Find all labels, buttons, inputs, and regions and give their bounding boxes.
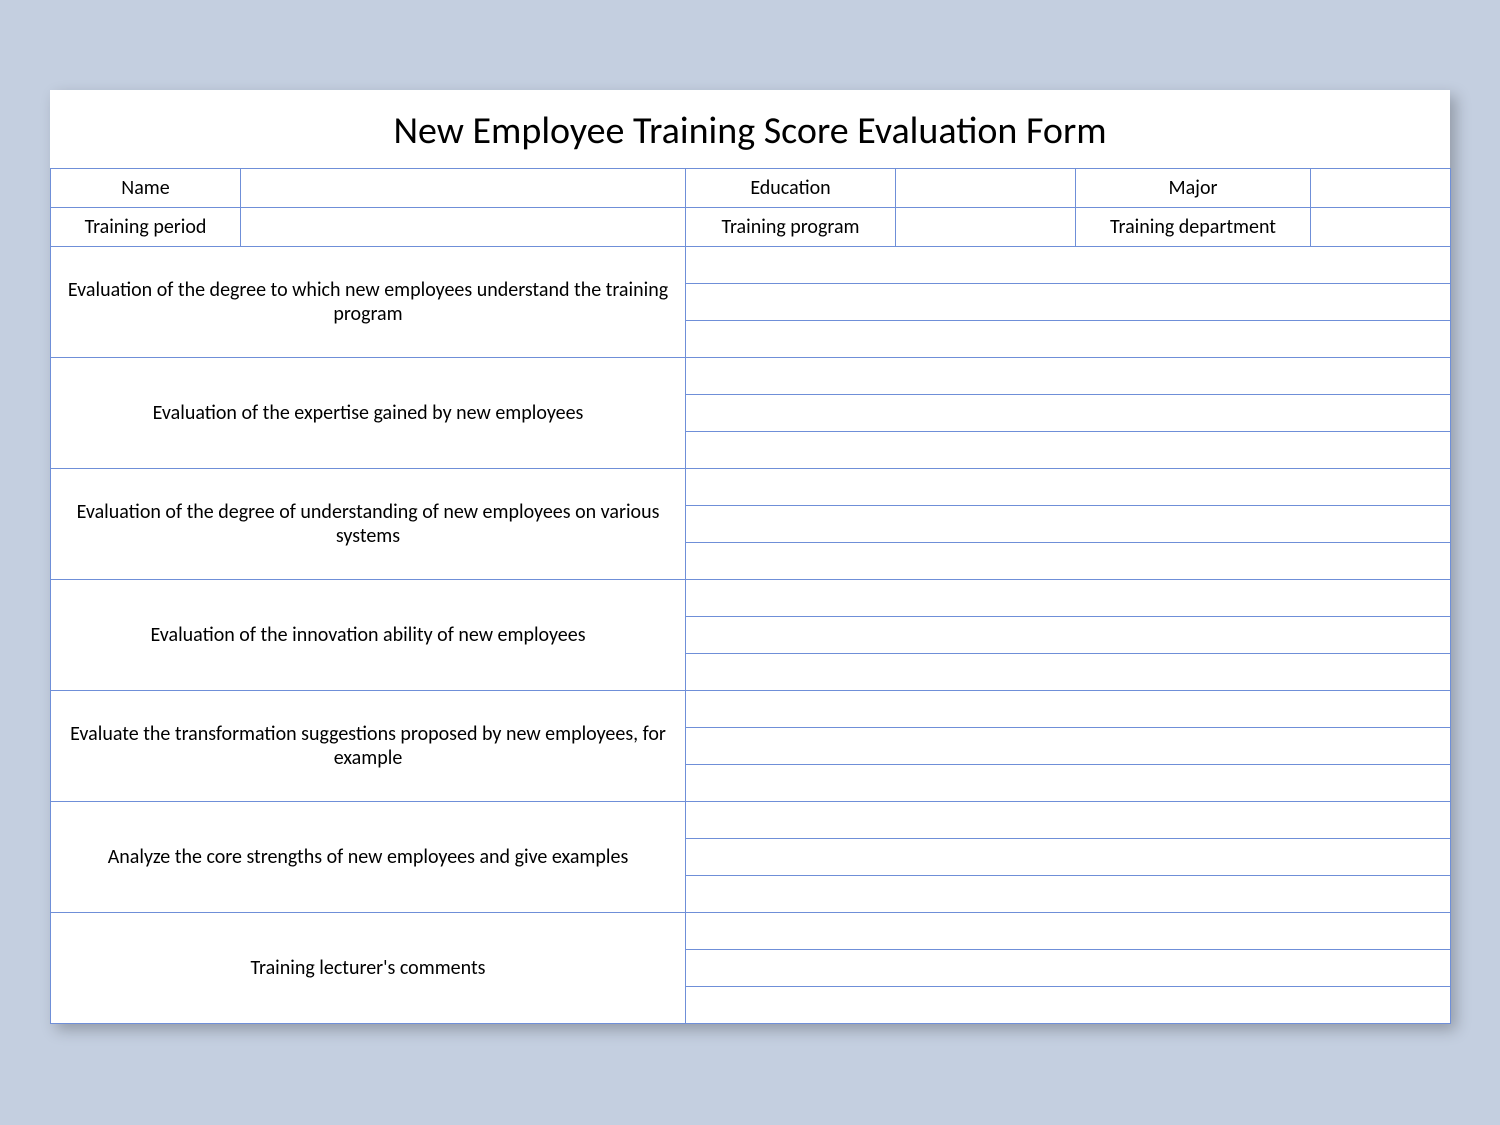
section-line[interactable] bbox=[686, 358, 1451, 395]
field-label: Name bbox=[51, 169, 241, 208]
section-row: Evaluation of the innovation ability of … bbox=[51, 580, 1451, 617]
field-value[interactable] bbox=[241, 208, 686, 247]
section-label: Evaluation of the expertise gained by ne… bbox=[51, 358, 686, 469]
section-row: Evaluation of the expertise gained by ne… bbox=[51, 358, 1451, 395]
section-line[interactable] bbox=[686, 728, 1451, 765]
section-row: Training lecturer's comments bbox=[51, 913, 1451, 950]
field-value[interactable] bbox=[1311, 208, 1451, 247]
section-line[interactable] bbox=[686, 580, 1451, 617]
section-line[interactable] bbox=[686, 506, 1451, 543]
section-row: Evaluation of the degree of understandin… bbox=[51, 469, 1451, 506]
section-line[interactable] bbox=[686, 432, 1451, 469]
form-sheet: New Employee Training Score Evaluation F… bbox=[50, 90, 1450, 1024]
section-label: Evaluate the transformation suggestions … bbox=[51, 691, 686, 802]
section-line[interactable] bbox=[686, 395, 1451, 432]
section-label: Evaluation of the degree to which new em… bbox=[51, 247, 686, 358]
field-label: Training department bbox=[1076, 208, 1311, 247]
section-label: Analyze the core strengths of new employ… bbox=[51, 802, 686, 913]
field-value[interactable] bbox=[1311, 169, 1451, 208]
section-line[interactable] bbox=[686, 617, 1451, 654]
section-label: Evaluation of the degree of understandin… bbox=[51, 469, 686, 580]
section-line[interactable] bbox=[686, 987, 1451, 1024]
field-label: Training program bbox=[686, 208, 896, 247]
form-title: New Employee Training Score Evaluation F… bbox=[50, 90, 1450, 168]
section-label: Evaluation of the innovation ability of … bbox=[51, 580, 686, 691]
section-row: Analyze the core strengths of new employ… bbox=[51, 802, 1451, 839]
section-line[interactable] bbox=[686, 802, 1451, 839]
field-label: Major bbox=[1076, 169, 1311, 208]
section-line[interactable] bbox=[686, 839, 1451, 876]
field-value[interactable] bbox=[241, 169, 686, 208]
header-row: Name Education Major bbox=[51, 169, 1451, 208]
section-line[interactable] bbox=[686, 469, 1451, 506]
section-line[interactable] bbox=[686, 543, 1451, 580]
section-label: Training lecturer's comments bbox=[51, 913, 686, 1024]
field-value[interactable] bbox=[896, 169, 1076, 208]
header-row: Training period Training program Training … bbox=[51, 208, 1451, 247]
section-line[interactable] bbox=[686, 913, 1451, 950]
section-line[interactable] bbox=[686, 284, 1451, 321]
section-line[interactable] bbox=[686, 691, 1451, 728]
section-row: Evaluation of the degree to which new em… bbox=[51, 247, 1451, 284]
section-line[interactable] bbox=[686, 950, 1451, 987]
section-line[interactable] bbox=[686, 765, 1451, 802]
form-table: NameEducationMajorTraining periodTrainin… bbox=[50, 168, 1451, 1024]
section-line[interactable] bbox=[686, 321, 1451, 358]
section-line[interactable] bbox=[686, 247, 1451, 284]
field-label: Training period bbox=[51, 208, 241, 247]
section-line[interactable] bbox=[686, 876, 1451, 913]
field-label: Education bbox=[686, 169, 896, 208]
section-row: Evaluate the transformation suggestions … bbox=[51, 691, 1451, 728]
section-line[interactable] bbox=[686, 654, 1451, 691]
field-value[interactable] bbox=[896, 208, 1076, 247]
